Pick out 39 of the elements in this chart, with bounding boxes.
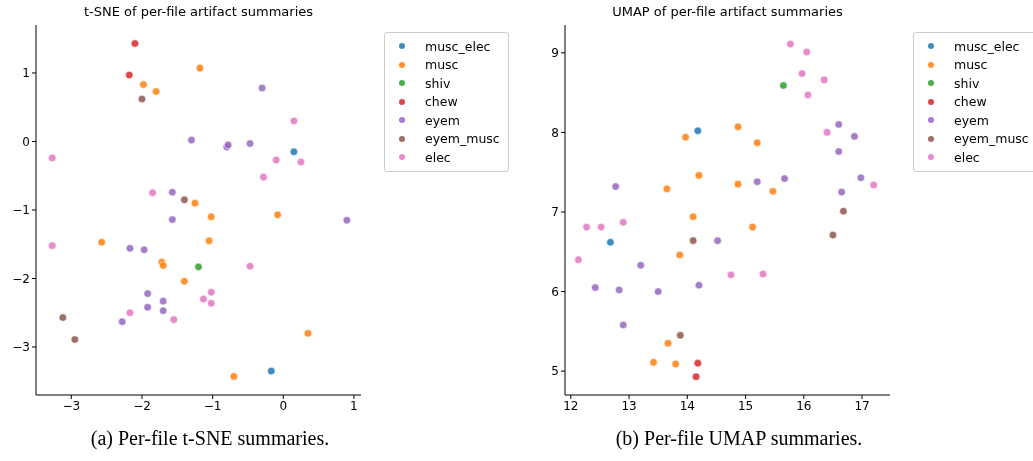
legend-label: chew (425, 94, 458, 110)
x-tick-label: 1 (350, 398, 358, 413)
y-tick-label: 6 (551, 284, 559, 299)
legend-label: elec (954, 149, 980, 165)
y-tick-label: −1 (12, 203, 30, 218)
chart-title: UMAP of per-file artifact summaries (611, 4, 844, 19)
x-tick-label: −3 (62, 398, 81, 413)
legend-label: chew (954, 94, 987, 110)
text: (b) Per-file UMAP summaries. (614, 427, 864, 450)
legend-label: elec (425, 149, 451, 165)
x-tick-label: 0 (279, 398, 288, 413)
legend-label: musc (425, 57, 459, 73)
x-tick-label: 14 (679, 398, 695, 413)
x-tick-label: 15 (737, 398, 754, 413)
text: (a) Per-file t-SNE summaries. (89, 427, 331, 450)
y-tick-label: 8 (551, 125, 559, 140)
legend-label: eyem (425, 112, 460, 128)
legend-label: eyem_musc (425, 131, 500, 147)
legend-label: eyem (954, 112, 989, 128)
x-tick-label: 17 (854, 398, 870, 413)
y-tick-label: 0 (22, 134, 30, 149)
x-tick-label: 13 (621, 398, 637, 413)
y-tick-label: 9 (551, 46, 559, 61)
y-tick-label: 7 (551, 205, 559, 220)
legend-label: musc_elec (425, 38, 491, 54)
legend-label: musc (954, 57, 988, 73)
y-tick-label: 5 (551, 364, 559, 379)
y-tick-label: −2 (12, 271, 30, 286)
legend-label: musc_elec (954, 38, 1020, 54)
legend-label: shiv (425, 75, 451, 91)
x-tick-label: 16 (796, 398, 812, 413)
x-tick-label: −1 (203, 398, 222, 413)
legend-label: shiv (954, 75, 980, 91)
x-tick-label: −2 (133, 398, 151, 413)
legend-label: eyem_musc (954, 131, 1029, 147)
chart-title: t-SNE of per-file artifact summaries (82, 4, 315, 19)
x-tick-label: 12 (563, 398, 579, 413)
y-tick-label: −3 (12, 340, 30, 355)
y-tick-label: 1 (22, 66, 30, 81)
